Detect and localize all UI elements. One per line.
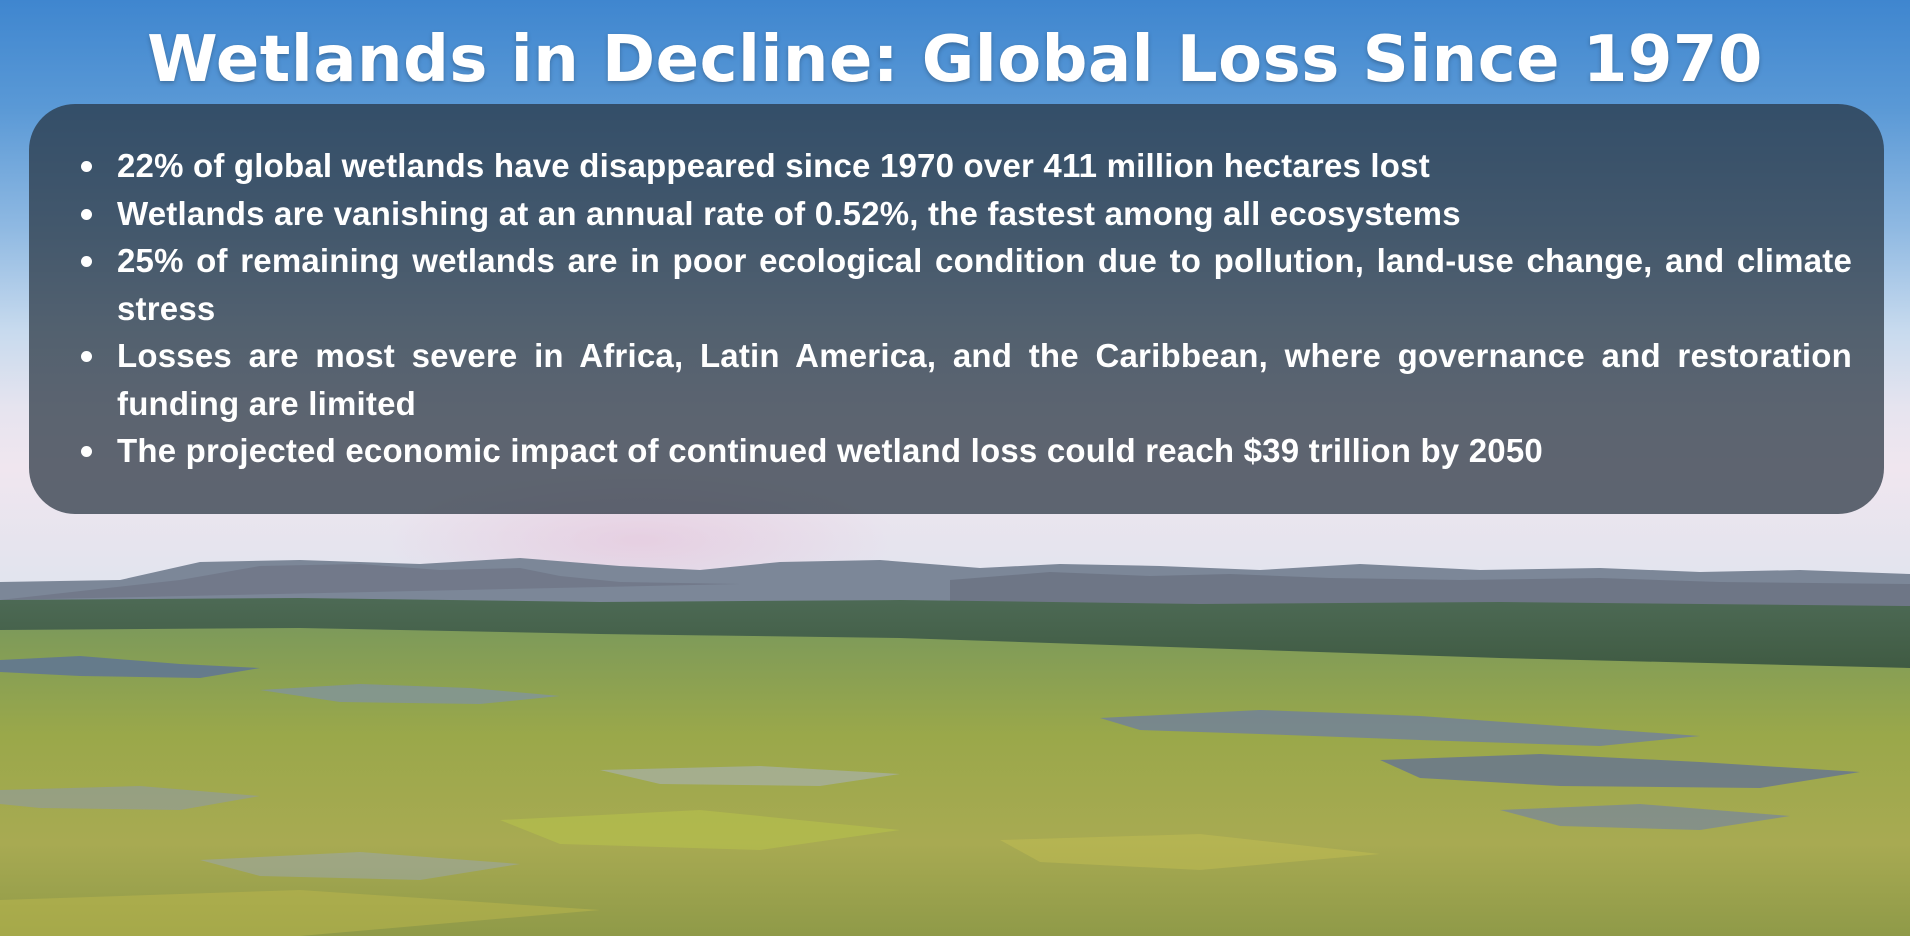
list-item: The projected economic impact of continu… — [81, 427, 1852, 475]
list-item-text: The projected economic impact of continu… — [117, 432, 1543, 469]
wetland-landscape-image — [0, 558, 1910, 936]
bullet-dot-icon — [81, 351, 92, 362]
facts-panel: 22% of global wetlands have disappeared … — [29, 104, 1884, 514]
list-item: Wetlands are vanishing at an annual rate… — [81, 190, 1852, 238]
list-item-text: Losses are most severe in Africa, Latin … — [117, 337, 1852, 422]
list-item-text: Wetlands are vanishing at an annual rate… — [117, 194, 1461, 232]
list-item: 25% of remaining wetlands are in poor ec… — [81, 237, 1852, 332]
bullet-dot-icon — [81, 446, 92, 457]
list-item: Losses are most severe in Africa, Latin … — [81, 332, 1852, 427]
bullet-dot-icon — [81, 256, 92, 267]
list-item-text: 25% of remaining wetlands are in poor ec… — [117, 242, 1852, 327]
bullet-dot-icon — [81, 208, 92, 220]
bullet-dot-icon — [81, 161, 92, 172]
slide-title: Wetlands in Decline: Global Loss Since 1… — [147, 23, 1763, 97]
list-item-text: 22% of global wetlands have disappeared … — [117, 147, 1430, 184]
facts-list: 22% of global wetlands have disappeared … — [81, 142, 1852, 475]
list-item: 22% of global wetlands have disappeared … — [81, 142, 1852, 190]
